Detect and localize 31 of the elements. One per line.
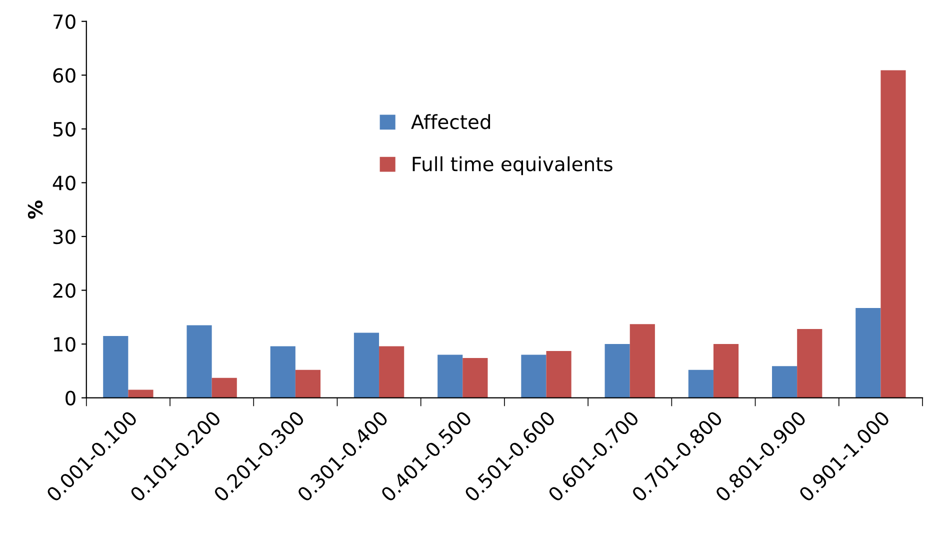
bar — [713, 344, 739, 398]
bar — [856, 308, 881, 398]
bar — [270, 346, 296, 398]
legend-label: Full time equivalents — [412, 156, 612, 176]
bar — [797, 328, 822, 398]
y-axis-title: % — [28, 200, 43, 219]
bar — [630, 324, 655, 398]
legend-label: Affected — [411, 114, 490, 130]
y-tick-label: 40 — [52, 176, 76, 190]
y-tick-label: 70 — [54, 14, 76, 30]
y-tick-label: 20 — [53, 283, 76, 298]
bar — [604, 344, 630, 398]
bar — [546, 351, 572, 398]
y-tick-label: 10 — [54, 337, 76, 352]
bar — [688, 370, 714, 398]
y-tick-label: 0 — [66, 390, 76, 406]
bar — [438, 354, 463, 398]
bar — [295, 370, 321, 398]
bar — [212, 378, 237, 398]
bar — [103, 336, 128, 398]
y-tick-label: 60 — [53, 68, 76, 83]
bar — [128, 390, 154, 398]
bar — [379, 346, 404, 398]
y-tick-label: 30 — [53, 229, 76, 244]
bar — [354, 332, 380, 398]
bar — [772, 366, 798, 398]
bar — [521, 354, 546, 398]
bar — [880, 70, 906, 398]
bar — [462, 358, 488, 398]
bar — [186, 325, 212, 398]
y-tick-label: 50 — [53, 122, 76, 137]
